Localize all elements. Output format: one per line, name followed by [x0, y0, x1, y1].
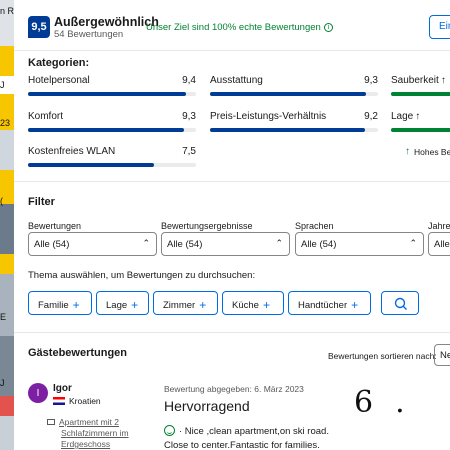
topic-chip-kueche[interactable]: Küche + [222, 291, 284, 315]
handwritten-note: 6. 3. 2 [354, 385, 450, 420]
plus-icon: + [131, 298, 139, 312]
divider [14, 50, 450, 51]
category-value: 9,4 [182, 75, 196, 86]
review-count: 54 Bewertungen [54, 29, 124, 40]
sort-label: Bewertungen sortieren nach: [328, 351, 437, 361]
authentic-reviews-note: Unser Ziel sind 100% echte Bewertungen i [146, 22, 333, 33]
select-sprachen[interactable]: Alle (54) ⌃ [295, 232, 424, 256]
category-value: 9,3 [182, 111, 196, 122]
background-fragment: 23 [0, 118, 11, 128]
background-page-strip: n R J 23 ( E J [0, 0, 14, 450]
chevron-updown-icon: ⌃ [142, 238, 150, 248]
reviews-panel: 9,5 Außergewöhnlich 54 Bewertungen Unser… [14, 0, 450, 450]
background-fragment: J [0, 378, 5, 388]
filter-label-ergebnisse: Bewertungsergebnisse [161, 221, 253, 231]
bed-icon [47, 419, 55, 425]
category-value: 9,2 [364, 111, 378, 122]
category-value: 9,3 [364, 75, 378, 86]
goal-text: Unser Ziel sind 100% echte Bewertungen [146, 22, 321, 33]
avatar: I [28, 383, 48, 403]
background-fragment: n R [0, 6, 14, 16]
category-value: 7,5 [182, 146, 196, 157]
arrow-up-icon: ↑ [405, 146, 410, 157]
plus-icon: + [72, 298, 80, 312]
category-bar [210, 128, 378, 132]
sort-select[interactable]: Ne [434, 344, 450, 366]
filter-label-bewertungen: Bewertungen [28, 221, 82, 231]
topic-chip-lage[interactable]: Lage + [96, 291, 149, 315]
search-icon [394, 297, 407, 310]
divider [14, 332, 450, 333]
category-hotelpersonal: Hotelpersonal 9,4 [28, 75, 196, 96]
write-review-button[interactable]: Ein [429, 15, 450, 39]
category-bar [391, 128, 450, 132]
category-ausstattung: Ausstattung 9,3 [210, 75, 378, 96]
plus-icon: + [199, 298, 207, 312]
plus-icon: + [351, 298, 359, 312]
filter-label-jahre: Jahre [428, 221, 450, 231]
background-fragment: E [0, 312, 7, 322]
topic-chip-handtuecher[interactable]: Handtücher + [288, 291, 371, 315]
filter-label-sprachen: Sprachen [295, 221, 334, 231]
room-type[interactable]: Apartment mit 2 Schlafzimmern im Erdgesc… [47, 417, 129, 450]
categories-title: Kategorien: [28, 57, 90, 69]
category-bar [28, 128, 196, 132]
review-positive-text: Close to center.Fantastic for families. [164, 440, 320, 450]
category-lage: Lage ↑ [391, 111, 450, 132]
smiley-icon [164, 425, 175, 436]
high-score-note: ↑ Hohes Be [405, 146, 450, 157]
category-komfort: Komfort 9,3 [28, 111, 196, 132]
score-word: Außergewöhnlich [54, 15, 159, 29]
category-bar [28, 92, 196, 96]
chevron-updown-icon: ⌃ [409, 238, 417, 248]
topic-search-button[interactable] [381, 291, 419, 315]
category-bar [391, 92, 450, 96]
divider [14, 181, 450, 182]
topic-chip-familie[interactable]: Familie + [28, 291, 92, 315]
arrow-up-icon: ↑ [415, 111, 421, 122]
select-bewertungen[interactable]: Alle (54) ⌃ [28, 232, 157, 256]
category-preis-leistung: Preis-Leistungs-Verhältnis 9,2 [210, 111, 378, 132]
select-ergebnisse[interactable]: Alle (54) ⌃ [161, 232, 290, 256]
arrow-up-icon: ↑ [440, 75, 446, 86]
topic-chip-zimmer[interactable]: Zimmer + [153, 291, 218, 315]
reviewer-name: Igor [53, 383, 72, 394]
guest-reviews-title: Gästebewertungen [28, 347, 128, 359]
category-wlan: Kostenfreies WLAN 7,5 [28, 146, 196, 167]
review-title: Hervorragend [164, 398, 250, 414]
score-badge: 9,5 [28, 16, 50, 38]
topic-prompt: Thema auswählen, um Bewertungen zu durch… [28, 270, 256, 281]
croatia-flag-icon [53, 397, 65, 405]
plus-icon: + [262, 298, 270, 312]
background-fragment: ( [0, 196, 3, 206]
reviewer-country: Kroatien [53, 396, 101, 406]
background-fragment: J [0, 80, 5, 90]
select-jahre[interactable]: Alle [428, 232, 450, 256]
info-icon[interactable]: i [323, 23, 333, 32]
category-bar [28, 163, 196, 167]
category-bar [210, 92, 378, 96]
category-sauberkeit: Sauberkeit ↑ [391, 75, 450, 96]
chevron-updown-icon: ⌃ [275, 238, 283, 248]
review-positive-text: · Nice ,clean apartment,on ski road. [179, 426, 329, 437]
filter-title: Filter [28, 196, 55, 208]
review-date: Bewertung abgegeben: 6. März 2023 [164, 384, 304, 394]
